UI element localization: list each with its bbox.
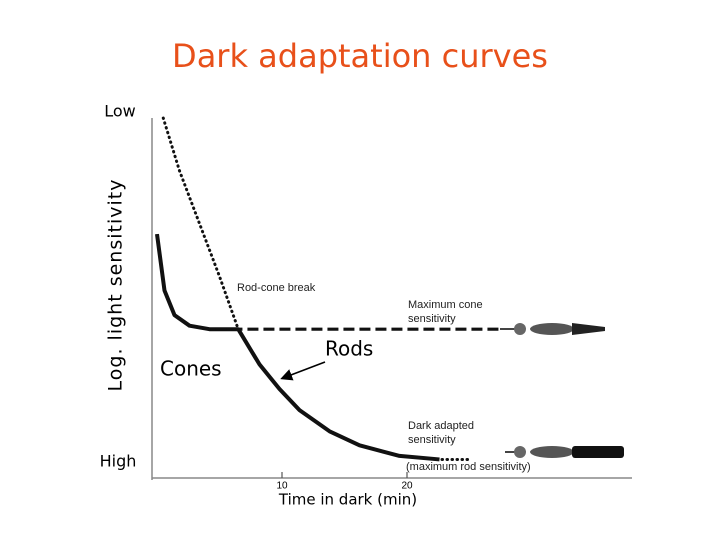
annotation: sensitivity — [408, 313, 456, 325]
cone-cell-icon — [500, 323, 605, 335]
annotation: Rods — [325, 337, 373, 361]
curve-dashed — [155, 233, 500, 331]
rod-cell-icon — [505, 446, 624, 458]
y-axis-label: Log. light sensitivity — [105, 179, 127, 392]
x-axis-label: Time in dark (min) — [278, 491, 417, 509]
annotation: sensitivity — [408, 434, 456, 446]
slide-title: Dark adaptation curves — [172, 37, 548, 75]
annotation: Rod-cone break — [237, 282, 316, 294]
annotation: Cones — [160, 357, 222, 381]
y-top-label: Low — [104, 102, 136, 121]
annotation: Maximum cone — [408, 299, 483, 311]
annotation: Dark adapted — [408, 420, 474, 432]
curve-dotted — [161, 116, 471, 461]
annotation: (maximum rod sensitivity) — [406, 461, 531, 473]
y-bottom-label: High — [100, 452, 137, 471]
x-tick-label: 10 — [276, 481, 288, 492]
arrow — [280, 361, 326, 381]
curve-solid — [155, 233, 440, 462]
x-tick-label: 20 — [401, 481, 413, 492]
